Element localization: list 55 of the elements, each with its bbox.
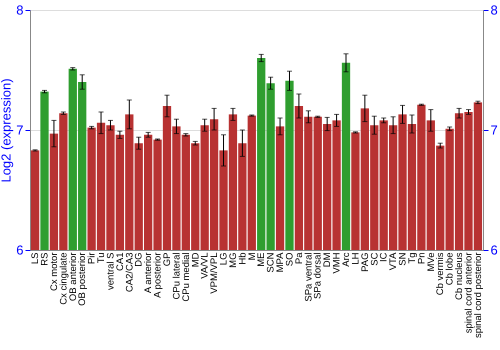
x-tick-label: RS bbox=[40, 252, 51, 266]
x-tick-label: A posterior bbox=[152, 252, 164, 298]
x-tick-label: SC bbox=[369, 252, 380, 266]
x-tick-label: OB posterior bbox=[77, 252, 88, 306]
x-tick-label: Arc bbox=[341, 252, 352, 267]
y-axis-title: Log2 (expression) bbox=[0, 78, 14, 183]
x-tick-label: VMH bbox=[332, 252, 343, 274]
x-tick-label: CPu medial bbox=[180, 252, 192, 302]
x-tick-label: Tu bbox=[96, 252, 108, 264]
x-tick-label: SPa ventral bbox=[303, 252, 314, 302]
x-tick-label: spinal cord anterior bbox=[463, 252, 474, 334]
x-tick-label: Pa bbox=[294, 252, 305, 264]
y2-tick-label: 7 bbox=[490, 122, 498, 138]
x-tick-label: MD bbox=[190, 252, 202, 268]
x-tick-label: spinal cord posterior bbox=[472, 252, 484, 338]
x-tick-label: DG bbox=[134, 252, 145, 267]
x-tick-label: SPa dorsal bbox=[312, 252, 324, 299]
x-tick-label: LH bbox=[350, 252, 362, 265]
x-tick-label: SCN bbox=[266, 252, 277, 273]
x-tick-label: A anterior bbox=[143, 252, 154, 294]
x-tick-label: LG bbox=[218, 252, 230, 266]
x-tick-label: IC bbox=[378, 252, 390, 262]
x-tick-label: Cx cingulate bbox=[58, 252, 70, 305]
x-tick-label: DM bbox=[322, 252, 334, 268]
x-tick-label: SO bbox=[284, 252, 296, 266]
x-tick-label: Tg bbox=[406, 252, 418, 264]
y2-tick-label: 6 bbox=[490, 242, 498, 258]
x-tick-label: PAG bbox=[360, 252, 371, 272]
x-tick-label: Hb bbox=[237, 252, 248, 265]
x-tick-label: SN bbox=[398, 252, 409, 266]
x-tick-label: ventral S bbox=[105, 252, 116, 290]
y-tick-label: 6 bbox=[16, 242, 24, 258]
x-tick-label: GP bbox=[162, 252, 173, 266]
x-tick-label: CA1 bbox=[114, 252, 126, 271]
x-tick-label: Cb lobe bbox=[444, 252, 456, 286]
x-tick-label: CA2/CA3 bbox=[124, 252, 136, 292]
x-tick-label: VA/VL bbox=[200, 252, 211, 279]
x-tick-label: VPM/VPL bbox=[209, 252, 220, 294]
x-tick-label: LS bbox=[30, 252, 42, 264]
x-tick-label: Pir bbox=[86, 252, 98, 264]
y-tick-label: 7 bbox=[16, 122, 24, 138]
y2-tick-label: 8 bbox=[490, 2, 498, 18]
x-tick-label: Pn bbox=[416, 252, 428, 264]
x-tick-label: Cb vermis bbox=[435, 252, 446, 296]
x-tick-label: Cb nucleus bbox=[454, 252, 466, 300]
x-tick-label: CPu lateral bbox=[171, 252, 182, 300]
x-tick-label: MG bbox=[228, 252, 239, 268]
x-tick-label: OB anterior bbox=[68, 252, 79, 302]
x-tick-label: VTA bbox=[388, 252, 400, 270]
y-tick-label: 8 bbox=[16, 2, 24, 18]
x-tick-label: ME bbox=[256, 252, 268, 267]
x-tick-label: Cx motor bbox=[48, 252, 60, 292]
x-tick-label: MPA bbox=[275, 252, 286, 272]
x-tick-label: MVe bbox=[426, 252, 437, 272]
x-tick-label: M bbox=[246, 252, 258, 260]
